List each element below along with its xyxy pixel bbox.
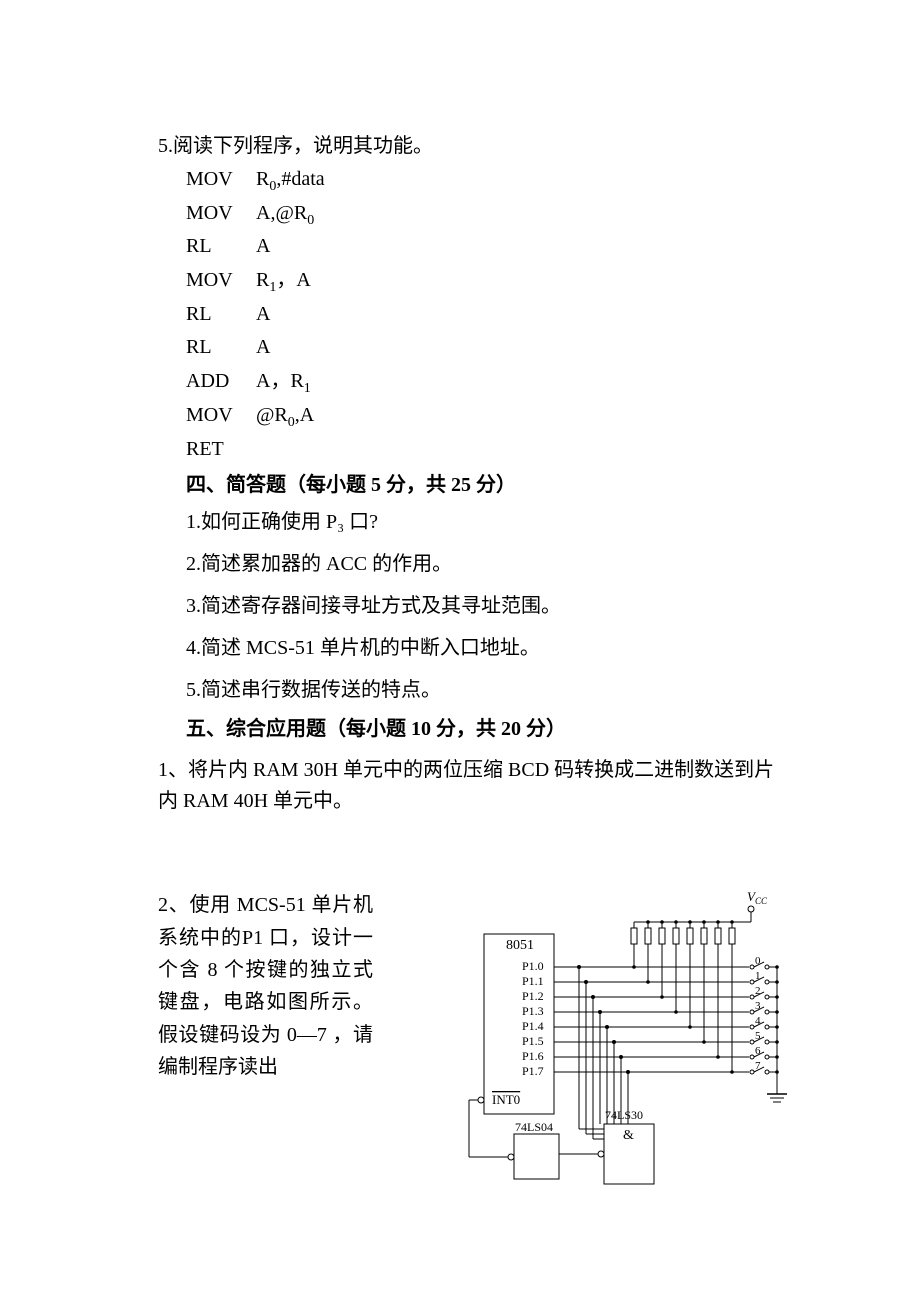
op: RL <box>186 332 256 363</box>
svg-text:&: & <box>623 1128 634 1143</box>
pullup-resistors <box>631 922 735 950</box>
code-line: RLA <box>158 231 790 265</box>
args: R0,#data <box>256 168 325 190</box>
s5-p1: 1、将片内 RAM 30H 单元中的两位压缩 BCD 码转换成二进制数送到片内 … <box>158 755 790 817</box>
svg-text:P1.0: P1.0 <box>522 959 544 973</box>
op: RL <box>186 231 256 262</box>
ic-74ls04 <box>514 1134 559 1179</box>
code-line: RLA <box>158 332 790 366</box>
s5-p2: 2、使用 MCS-51 单片机系统中的P1 口，设计一个含 8 个按键的独立式键… <box>158 889 373 1083</box>
s4-item: 5.简述串行数据传送的特点。 <box>158 669 790 711</box>
svg-text:P1.4: P1.4 <box>522 1019 544 1033</box>
s4-item: 3.简述寄存器间接寻址方式及其寻址范围。 <box>158 585 790 627</box>
svg-text:P1.3: P1.3 <box>522 1004 544 1018</box>
args: A <box>256 303 270 325</box>
op: ADD <box>186 366 256 397</box>
code-line: MOV@R0,A <box>158 400 790 434</box>
vcc-label: VCC <box>747 889 768 906</box>
s4-item: 2.简述累加器的 ACC 的作用。 <box>158 543 790 585</box>
args: A，R1 <box>256 370 311 392</box>
int0-label: INT0 <box>492 1092 520 1107</box>
code-line: MOVA,@R0 <box>158 198 790 232</box>
args: A <box>256 336 270 358</box>
svg-text:P1.6: P1.6 <box>522 1049 544 1063</box>
section5-heading: 五、综合应用题（每小题 10 分，共 20 分） <box>158 713 790 745</box>
op: MOV <box>186 400 256 431</box>
svg-text:P1.7: P1.7 <box>522 1064 544 1078</box>
args: @R0,A <box>256 404 314 426</box>
svg-text:P1.2: P1.2 <box>522 989 544 1003</box>
section4-heading: 四、简答题（每小题 5 分，共 25 分） <box>158 469 790 501</box>
svg-text:74LS30: 74LS30 <box>605 1108 643 1122</box>
chip-label: 8051 <box>506 938 534 953</box>
svg-text:74LS04: 74LS04 <box>515 1120 553 1134</box>
op: MOV <box>186 164 256 195</box>
code-line: MOVR0,#data <box>158 164 790 198</box>
circuit-diagram: VCC 8051 P1.0 P1.1 <box>379 889 799 1209</box>
q5-intro: 5.阅读下列程序，说明其功能。 <box>158 130 790 162</box>
op: RET <box>186 434 256 465</box>
code-line: RET <box>158 434 790 468</box>
svg-text:P1.1: P1.1 <box>522 974 544 988</box>
problem2-row: 2、使用 MCS-51 单片机系统中的P1 口，设计一个含 8 个按键的独立式键… <box>158 889 790 1209</box>
svg-text:P1.5: P1.5 <box>522 1034 544 1048</box>
s4-item: 4.简述 MCS-51 单片机的中断入口地址。 <box>158 627 790 669</box>
code-line: RLA <box>158 299 790 333</box>
args: R1，A <box>256 269 311 291</box>
op: RL <box>186 299 256 330</box>
code-line: ADDA，R1 <box>158 366 790 400</box>
args: A,@R0 <box>256 202 314 224</box>
args: A <box>256 235 270 257</box>
op: MOV <box>186 265 256 296</box>
op: MOV <box>186 198 256 229</box>
code-line: MOVR1，A <box>158 265 790 299</box>
s4-item: 1.如何正确使用 P₃ 口? <box>158 501 790 543</box>
